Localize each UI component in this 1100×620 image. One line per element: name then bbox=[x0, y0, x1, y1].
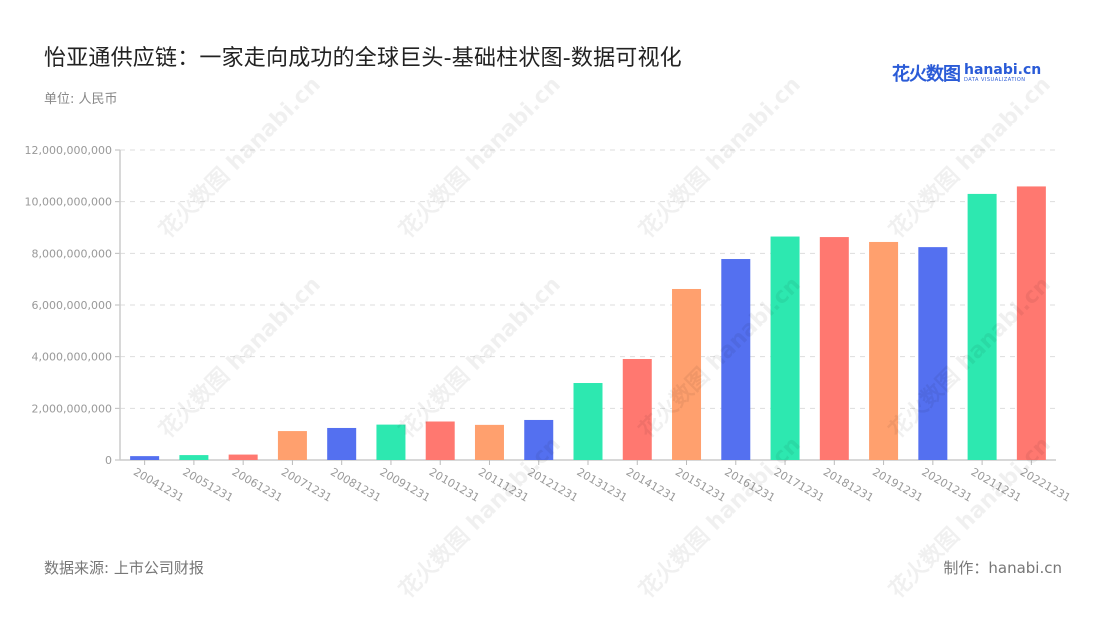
bar bbox=[524, 419, 554, 460]
bar bbox=[721, 259, 751, 460]
bar bbox=[869, 241, 899, 460]
logo-sub-text: DATA VISUALIZATION bbox=[964, 77, 1026, 83]
x-tick-label: 20161231 bbox=[722, 465, 777, 504]
y-tick-label: 8,000,000,000 bbox=[32, 247, 112, 260]
x-tick-label: 20201231 bbox=[919, 465, 974, 504]
y-tick-label: 12,000,000,000 bbox=[25, 144, 112, 157]
x-tick-label: 20171231 bbox=[772, 465, 827, 504]
bar bbox=[770, 236, 800, 460]
bar bbox=[1016, 186, 1046, 461]
bar bbox=[622, 358, 652, 460]
x-tick-label: 20051231 bbox=[180, 465, 235, 504]
bar bbox=[819, 237, 849, 460]
bar bbox=[967, 193, 997, 460]
y-tick-label: 2,000,000,000 bbox=[32, 402, 112, 415]
y-tick-label: 6,000,000,000 bbox=[32, 299, 112, 312]
y-tick-label: 0 bbox=[105, 454, 112, 467]
x-tick-label: 20081231 bbox=[328, 465, 383, 504]
x-tick-label: 20111231 bbox=[476, 465, 531, 504]
x-tick-label: 20091231 bbox=[377, 465, 432, 504]
bar bbox=[425, 421, 455, 460]
logo-en-text: hanabi.cn bbox=[964, 62, 1042, 78]
x-tick-label: 20191231 bbox=[870, 465, 925, 504]
x-tick-label: 20061231 bbox=[230, 465, 285, 504]
x-tick-label: 20141231 bbox=[624, 465, 679, 504]
bar bbox=[130, 456, 160, 460]
x-tick-label: 20101231 bbox=[427, 465, 482, 504]
x-tick-label: 20121231 bbox=[525, 465, 580, 504]
y-tick-label: 4,000,000,000 bbox=[32, 351, 112, 364]
data-source: 数据来源: 上市公司财报 bbox=[44, 559, 204, 577]
x-tick-label: 20151231 bbox=[673, 465, 728, 504]
brand-logo[interactable]: 花火数图 hanabi.cn DATA VISUALIZATION bbox=[892, 60, 1041, 86]
credit-link[interactable]: 制作：hanabi.cn bbox=[943, 559, 1062, 577]
x-tick-label: 20131231 bbox=[575, 465, 630, 504]
bar bbox=[573, 383, 603, 460]
bar bbox=[228, 454, 258, 460]
x-tick-label: 20211231 bbox=[969, 465, 1024, 504]
x-tick-label: 20041231 bbox=[131, 465, 186, 504]
bar bbox=[672, 288, 702, 460]
bar bbox=[327, 427, 357, 460]
y-tick-label: 10,000,000,000 bbox=[25, 196, 112, 209]
logo-en-block: hanabi.cn DATA VISUALIZATION bbox=[964, 63, 1041, 83]
logo-cn-text: 花火数图 bbox=[892, 64, 961, 85]
unit-label: 单位: 人民币 bbox=[44, 92, 118, 107]
bar bbox=[474, 424, 504, 460]
x-tick-label: 20181231 bbox=[821, 465, 876, 504]
bar bbox=[277, 431, 307, 460]
bar bbox=[376, 424, 406, 460]
x-tick-label: 20221231 bbox=[1018, 465, 1073, 504]
chart-title: 怡亚通供应链：一家走向成功的全球巨头-基础柱状图-数据可视化 bbox=[44, 46, 682, 71]
bar bbox=[179, 455, 209, 460]
bar bbox=[918, 247, 948, 460]
x-tick-label: 20071231 bbox=[279, 465, 334, 504]
